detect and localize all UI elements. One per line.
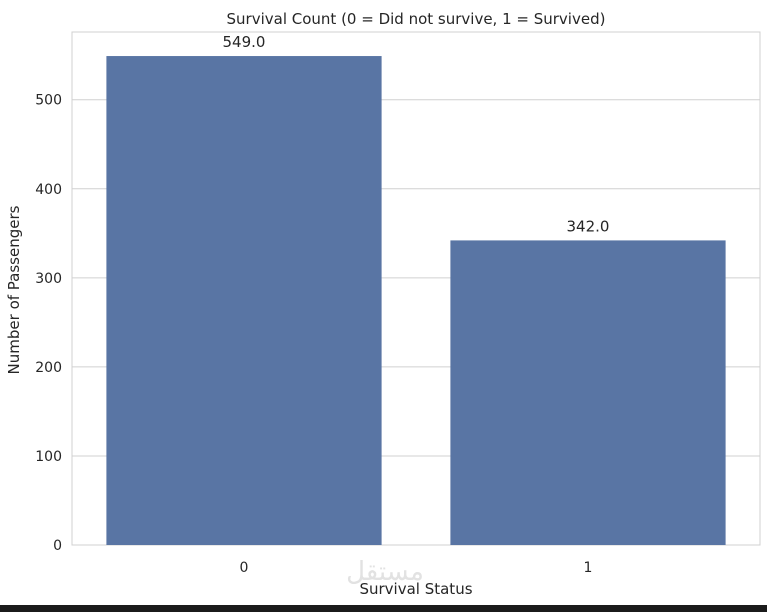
y-tick-label: 400: [35, 182, 62, 198]
bar-1: [450, 240, 726, 545]
y-tick-label: 500: [35, 93, 62, 109]
bars: [106, 56, 726, 545]
y-axis-label: Number of Passengers: [5, 205, 23, 374]
bar-value-label: 549.0: [223, 33, 266, 51]
bar-value-labels: 549.0 342.0: [223, 33, 610, 235]
y-tick-label: 300: [35, 271, 62, 287]
x-tick-label: 0: [240, 560, 249, 576]
x-axis-label: Survival Status: [359, 580, 472, 598]
y-tick-label: 100: [35, 449, 62, 465]
bottom-border: [0, 605, 767, 612]
y-tick-label: 200: [35, 360, 62, 376]
bar-0: [106, 56, 382, 545]
watermark: مستقل: [346, 557, 424, 587]
x-tick-label: 1: [584, 560, 593, 576]
bar-value-label: 342.0: [567, 217, 610, 235]
y-tick-label: 0: [53, 538, 62, 554]
y-tick-labels: 0 100 200 300 400 500: [35, 93, 62, 554]
chart-title: Survival Count (0 = Did not survive, 1 =…: [227, 10, 606, 28]
